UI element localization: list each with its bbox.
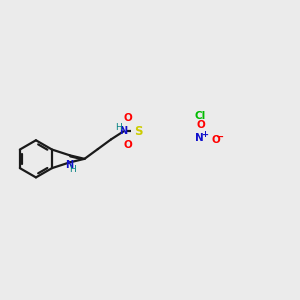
Text: N: N [195,133,204,143]
Text: +: + [201,130,208,139]
Text: −: − [216,132,224,142]
Text: S: S [134,125,142,138]
Text: N: N [119,126,128,136]
Text: O: O [123,140,132,150]
Text: Cl: Cl [194,111,206,121]
Text: N: N [65,160,73,170]
Text: H: H [69,165,76,174]
Text: O: O [123,113,132,123]
Text: H: H [115,122,122,131]
Text: O: O [211,135,220,145]
Text: O: O [196,120,205,130]
